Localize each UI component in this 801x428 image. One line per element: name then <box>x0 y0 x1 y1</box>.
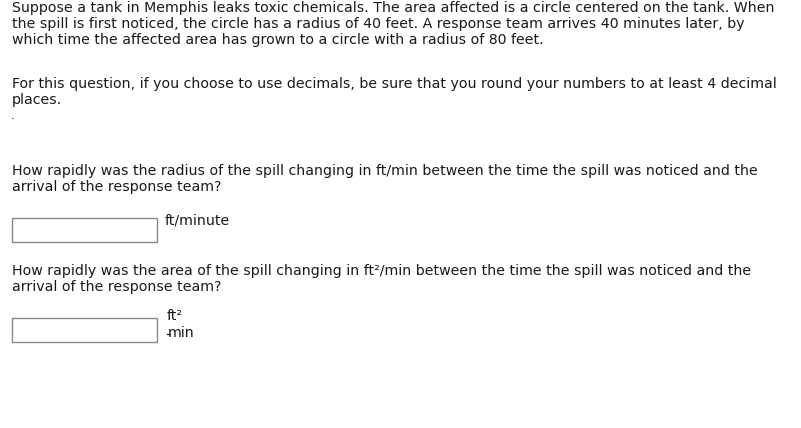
Text: How rapidly was the radius of the spill changing in ft/min between the time the : How rapidly was the radius of the spill … <box>12 164 758 178</box>
Text: Suppose a tank in Memphis leaks toxic chemicals. The area affected is a circle c: Suppose a tank in Memphis leaks toxic ch… <box>12 1 775 15</box>
Text: which time the affected area has grown to a circle with a radius of 80 feet.: which time the affected area has grown t… <box>12 33 544 47</box>
Bar <box>12 318 157 342</box>
Text: How rapidly was the area of the spill changing in ft²/min between the time the s: How rapidly was the area of the spill ch… <box>12 264 751 278</box>
Text: the spill is first noticed, the circle has a radius of 40 feet. A response team : the spill is first noticed, the circle h… <box>12 17 745 31</box>
Text: arrival of the response team?: arrival of the response team? <box>12 180 222 194</box>
Text: places.: places. <box>12 93 62 107</box>
Text: ft/minute: ft/minute <box>165 213 230 227</box>
Text: For this question, if you choose to use decimals, be sure that you round your nu: For this question, if you choose to use … <box>12 77 777 91</box>
Text: ft²: ft² <box>167 309 183 323</box>
Text: min: min <box>168 326 195 340</box>
Bar <box>12 218 157 242</box>
Text: arrival of the response team?: arrival of the response team? <box>12 280 222 294</box>
